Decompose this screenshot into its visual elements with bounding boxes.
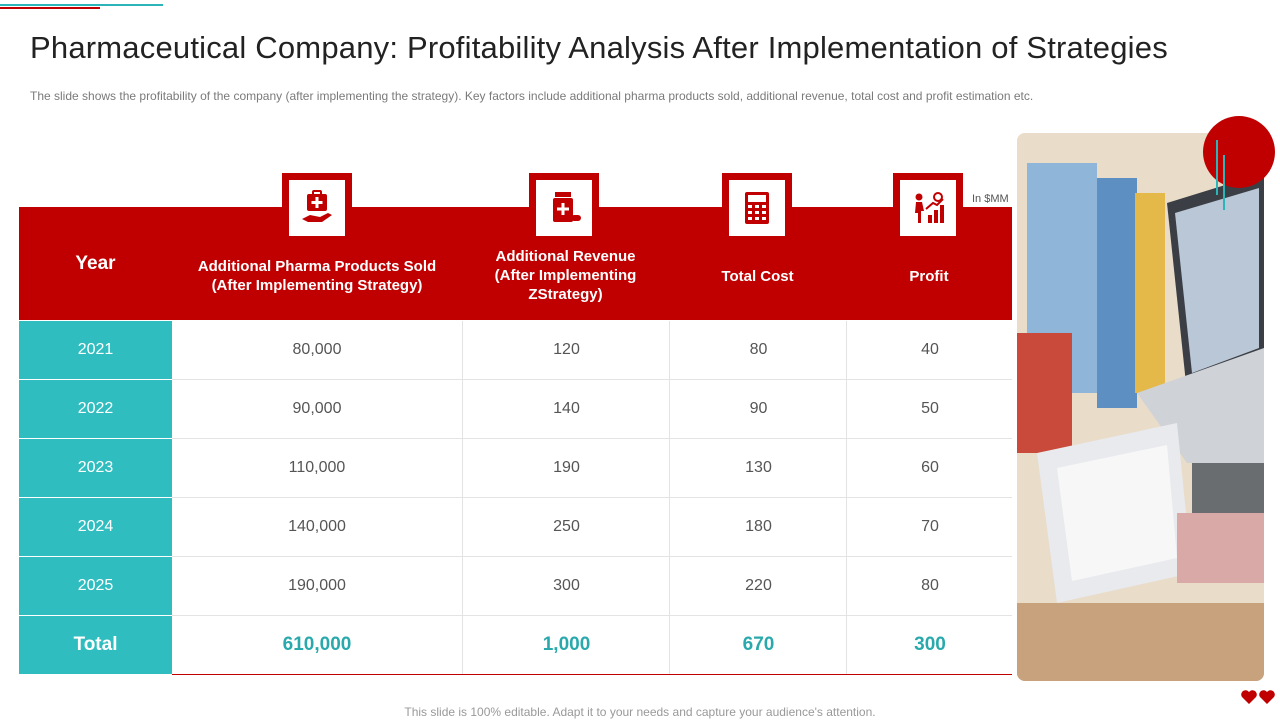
profit-cell: 40 <box>846 321 1013 379</box>
header-revenue: Additional Revenue (After Implementing Z… <box>494 248 637 303</box>
table-row: 2025 190,000 300 220 80 <box>19 557 1012 616</box>
revenue-icon-box <box>529 173 599 243</box>
revenue-cell: 190 <box>462 439 670 497</box>
year-cell: 2023 <box>19 439 172 497</box>
row-divider <box>172 379 1012 380</box>
cost-cell: 80 <box>669 321 847 379</box>
products-cell: 110,000 <box>288 459 346 476</box>
cost-cell: 90 <box>669 380 847 438</box>
footer-note: This slide is 100% editable. Adapt it to… <box>404 705 876 719</box>
header-profit: Profit <box>909 268 949 285</box>
products-cell: 140,000 <box>288 518 346 535</box>
medical-kit-hand-icon <box>302 190 332 222</box>
table-header-band <box>19 207 1012 320</box>
unit-label: In $MM <box>972 193 1009 205</box>
header-total-cost: Total Cost <box>721 268 794 285</box>
decorative-teal-line <box>1216 140 1218 195</box>
laptop-binders-illustration <box>1017 133 1264 681</box>
total-cost-cell: 670 <box>669 616 847 674</box>
row-divider <box>172 497 1012 498</box>
total-label-cell: Total <box>19 616 172 674</box>
row-divider <box>172 438 1012 439</box>
row-divider <box>172 556 1012 557</box>
table-row: 2023 110,000 190 130 60 <box>19 439 1012 498</box>
profit-cell: 80 <box>846 557 1013 615</box>
products-cell: 90,000 <box>292 400 342 417</box>
hearts-icon <box>1240 688 1276 711</box>
products-cell: 190,000 <box>288 577 346 594</box>
table-total-row: Total 610,000 1,000 670 300 <box>19 616 1012 675</box>
calculator-icon <box>745 192 769 224</box>
row-divider <box>172 615 1012 616</box>
header-year: Year <box>75 253 116 274</box>
table-row: 2021 80,000 120 80 40 <box>19 321 1012 380</box>
header-products: Additional Pharma Products Sold (After I… <box>197 257 437 294</box>
cost-cell: 130 <box>669 439 847 497</box>
page-subtitle: The slide shows the profitability of the… <box>30 89 1034 103</box>
table-row: 2024 140,000 250 180 70 <box>19 498 1012 557</box>
medicine-bottle-icon <box>553 192 581 222</box>
profit-cell: 50 <box>846 380 1013 438</box>
revenue-cell: 300 <box>462 557 670 615</box>
total-profit-cell: 300 <box>846 616 1013 674</box>
cost-icon-box <box>722 173 792 243</box>
year-cell: 2024 <box>19 498 172 556</box>
total-products-cell: 610,000 <box>282 634 352 655</box>
cost-cell: 220 <box>669 557 847 615</box>
profit-cell: 60 <box>846 439 1013 497</box>
revenue-cell: 140 <box>462 380 670 438</box>
top-accent-red <box>0 7 100 9</box>
profit-icon-box <box>893 173 963 243</box>
table-row: 2022 90,000 140 90 50 <box>19 380 1012 439</box>
decorative-red-circle <box>1203 116 1275 188</box>
year-cell: 2025 <box>19 557 172 615</box>
profit-cell: 70 <box>846 498 1013 556</box>
year-cell: 2021 <box>19 321 172 379</box>
products-cell: 80,000 <box>292 341 342 358</box>
products-icon-box <box>282 173 352 243</box>
page-title: Pharmaceutical Company: Profitability An… <box>30 30 1168 65</box>
top-accent-teal <box>0 4 163 6</box>
decorative-teal-line <box>1223 155 1225 210</box>
cost-cell: 180 <box>669 498 847 556</box>
office-desk-photo <box>1017 133 1264 681</box>
revenue-cell: 120 <box>462 321 670 379</box>
growth-chart-person-icon <box>915 192 944 223</box>
year-cell: 2022 <box>19 380 172 438</box>
total-revenue-cell: 1,000 <box>462 616 670 674</box>
total-row-divider <box>172 674 1012 675</box>
revenue-cell: 250 <box>462 498 670 556</box>
